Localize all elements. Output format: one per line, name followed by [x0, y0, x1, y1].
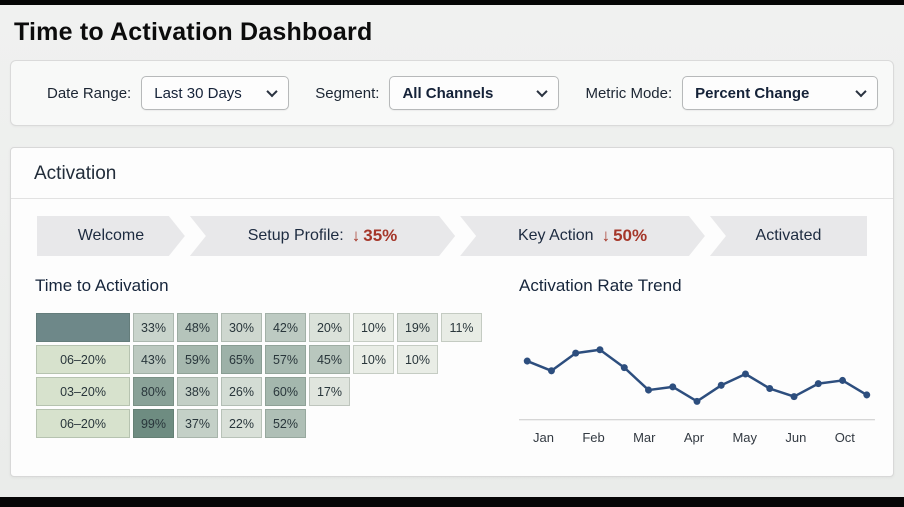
funnel: Welcome Setup Profile: ↓ 35% Key Action ↓ 50% A…	[37, 216, 867, 256]
segment-select[interactable]: All Channels	[389, 76, 560, 110]
heatmap-cell: 10%	[353, 313, 394, 342]
chevron-down-icon	[536, 85, 549, 98]
stage-label: Setup Profile:	[247, 227, 344, 244]
heatmap-cell: 42%	[265, 313, 306, 342]
heatmap-cell: 65%	[221, 345, 262, 374]
heatmap-cell: 37%	[177, 409, 218, 438]
heatmap-cell: 30%	[221, 313, 262, 342]
heatmap-row-label: 06–20%	[36, 409, 130, 438]
heatmap-row-label: 06–20%	[36, 345, 130, 374]
page-title: Time to Activation Dashboard	[14, 18, 373, 46]
metric-mode-label: Metric Mode:	[585, 84, 673, 102]
data-point	[790, 393, 798, 401]
data-point	[669, 383, 677, 391]
stage-label: Activated	[755, 227, 822, 244]
metric-mode-group: Metric Mode: Percent Change	[585, 76, 879, 110]
data-point	[766, 384, 774, 393]
heatmap-row: 03–20% 80% 38% 26% 60% 17%	[36, 377, 482, 406]
heatmap-table: 33% 48% 30% 42% 20% 10% 19% 11% 06–20% 43% 59% 65% 5…	[33, 310, 485, 441]
funnel-stage-welcome[interactable]: Welcome	[37, 216, 185, 256]
heatmap-row: 33% 48% 30% 42% 20% 10% 19% 11%	[36, 313, 482, 342]
panels: Time to Activation 33% 48% 30% 42% 20% 10% 19%…	[33, 272, 875, 472]
heatmap-cell: 20%	[309, 313, 350, 342]
drop-arrow-icon: ↓	[351, 226, 361, 245]
funnel-stage-activated[interactable]: Activated	[709, 216, 867, 256]
x-tick-label: Oct	[834, 430, 855, 445]
trend-line	[526, 348, 868, 403]
stage-label: Key Action	[517, 227, 594, 244]
heatmap-cell: 99%	[133, 409, 174, 438]
heatmap-cell: 17%	[309, 377, 350, 406]
heatmap-cell: 10%	[353, 345, 394, 374]
metric-mode-select[interactable]: Percent Change	[682, 76, 879, 110]
x-tick-label: Feb	[582, 430, 605, 445]
heatmap-cell: 11%	[441, 313, 482, 342]
trend-line-chart	[519, 346, 875, 421]
funnel-stage-setup-profile[interactable]: Setup Profile: ↓ 35%	[190, 216, 455, 256]
x-tick-label: Mar	[633, 430, 656, 445]
x-tick-label: Jun	[785, 430, 807, 445]
heatmap-cell: 33%	[133, 313, 174, 342]
heatmap-cell: 10%	[397, 345, 438, 374]
heatmap-row-label: 03–20%	[36, 377, 130, 406]
card-title: Activation	[34, 163, 117, 184]
heatmap-corner-cell	[36, 313, 130, 342]
chevron-down-icon	[266, 85, 278, 98]
data-point	[839, 376, 847, 384]
trend-title: Activation Rate Trend	[519, 276, 682, 295]
date-range-value: Last 30 Days	[154, 84, 242, 102]
stage-label: Welcome	[77, 227, 145, 244]
data-point	[596, 346, 604, 354]
metric-mode-value: Percent Change	[695, 84, 810, 102]
x-axis-labels: Jan Feb Mar Apr May Jun Oct	[517, 426, 877, 445]
date-range-select[interactable]: Last 30 Days	[141, 76, 290, 110]
drop-arrow-icon: ↓	[601, 226, 611, 245]
heatmap-row: 06–20% 99% 37% 22% 52%	[36, 409, 482, 438]
data-point	[547, 367, 555, 375]
activation-card: Activation Welcome Setup Profile: ↓ 35% Key …	[10, 147, 894, 477]
card-header: Activation	[11, 148, 893, 199]
segment-group: Segment: All Channels	[315, 76, 560, 110]
heatmap-cell: 43%	[133, 345, 174, 374]
activation-rate-trend-panel: Activation Rate Trend Jan Feb Mar Apr May Jun…	[515, 272, 877, 472]
x-tick-label: Apr	[683, 430, 705, 445]
data-point	[523, 357, 531, 365]
stage-drop-value: 35%	[363, 226, 398, 245]
heatmap-cell: 45%	[309, 345, 350, 374]
heatmap-cell: 60%	[265, 377, 306, 406]
heatmap-cell: 57%	[265, 345, 306, 374]
heatmap-cell: 80%	[133, 377, 174, 406]
segment-value: All Channels	[402, 84, 494, 102]
funnel-stage-key-action[interactable]: Key Action ↓ 50%	[460, 216, 705, 256]
time-to-activation-panel: Time to Activation 33% 48% 30% 42% 20% 10% 19%…	[33, 272, 491, 472]
heatmap-cell: 26%	[221, 377, 262, 406]
x-tick-label: Jan	[533, 430, 554, 445]
x-tick-label: May	[732, 430, 757, 445]
heatmap-cell: 52%	[265, 409, 306, 438]
chevron-down-icon	[855, 85, 867, 98]
data-point	[693, 397, 701, 405]
data-point	[742, 370, 749, 378]
heatmap-cell: 19%	[397, 313, 438, 342]
stage-drop-value: 50%	[613, 226, 648, 245]
date-range-group: Date Range: Last 30 Days	[47, 76, 290, 110]
heatmap-title: Time to Activation	[35, 276, 169, 295]
data-point	[863, 391, 871, 399]
data-point	[572, 349, 580, 357]
data-point	[645, 386, 652, 394]
data-point	[717, 381, 725, 389]
data-point	[814, 380, 822, 388]
filter-bar: Date Range: Last 30 Days Segment: All Ch…	[10, 60, 894, 126]
data-point	[620, 364, 628, 372]
heatmap-cell: 22%	[221, 409, 262, 438]
heatmap-row: 06–20% 43% 59% 65% 57% 45% 10% 10%	[36, 345, 482, 374]
segment-label: Segment:	[315, 84, 380, 102]
heatmap-cell: 48%	[177, 313, 218, 342]
heatmap-cell: 59%	[177, 345, 218, 374]
heatmap-cell: 38%	[177, 377, 218, 406]
date-range-label: Date Range:	[47, 84, 132, 102]
